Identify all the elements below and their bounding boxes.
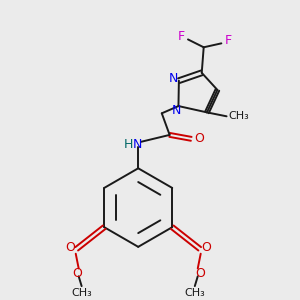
Text: H: H bbox=[124, 138, 133, 151]
Text: CH₃: CH₃ bbox=[71, 288, 92, 298]
Text: N: N bbox=[172, 104, 181, 118]
Text: O: O bbox=[195, 267, 205, 280]
Text: F: F bbox=[225, 34, 232, 47]
Text: N: N bbox=[133, 138, 142, 151]
Text: O: O bbox=[65, 241, 75, 254]
Text: CH₃: CH₃ bbox=[228, 111, 249, 121]
Text: N: N bbox=[168, 72, 178, 85]
Text: O: O bbox=[194, 132, 204, 145]
Text: O: O bbox=[202, 241, 212, 254]
Text: CH₃: CH₃ bbox=[184, 288, 205, 298]
Text: F: F bbox=[178, 30, 185, 43]
Text: O: O bbox=[72, 267, 82, 280]
